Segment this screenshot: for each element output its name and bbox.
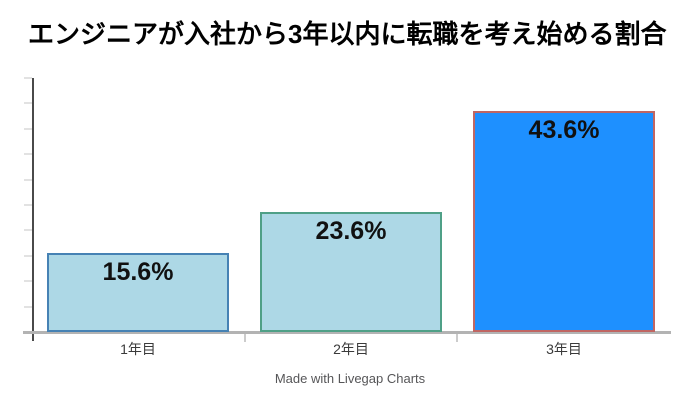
- x-axis-tick: [243, 334, 246, 342]
- y-axis-tick: [24, 102, 32, 105]
- chart-footer-credit: Made with Livegap Charts: [274, 371, 426, 386]
- x-axis-category-label: 3年目: [546, 341, 582, 357]
- y-axis-tick: [24, 178, 32, 181]
- y-axis: [32, 78, 34, 341]
- y-axis-tick: [24, 229, 32, 232]
- y-axis-tick: [24, 204, 32, 206]
- y-axis-tick: [24, 77, 32, 79]
- y-axis-tick: [24, 153, 32, 156]
- bar: [47, 253, 229, 332]
- y-axis-tick: [24, 254, 32, 257]
- bar-value-label: 23.6%: [315, 217, 387, 245]
- x-axis-tick: [456, 334, 459, 342]
- bar: [260, 212, 442, 332]
- y-axis-tick: [24, 127, 32, 130]
- y-axis-tick: [24, 280, 32, 283]
- x-axis-category-label: 1年目: [120, 341, 156, 357]
- bar-value-label: 15.6%: [102, 258, 174, 286]
- x-axis: [23, 331, 671, 334]
- y-axis-tick: [24, 305, 32, 308]
- chart-title: エンジニアが入社から3年以内に転職を考え始める割合: [28, 19, 667, 49]
- bar-value-label: 43.6%: [528, 116, 600, 144]
- x-axis-category-label: 2年目: [333, 341, 369, 357]
- bar: [473, 111, 655, 332]
